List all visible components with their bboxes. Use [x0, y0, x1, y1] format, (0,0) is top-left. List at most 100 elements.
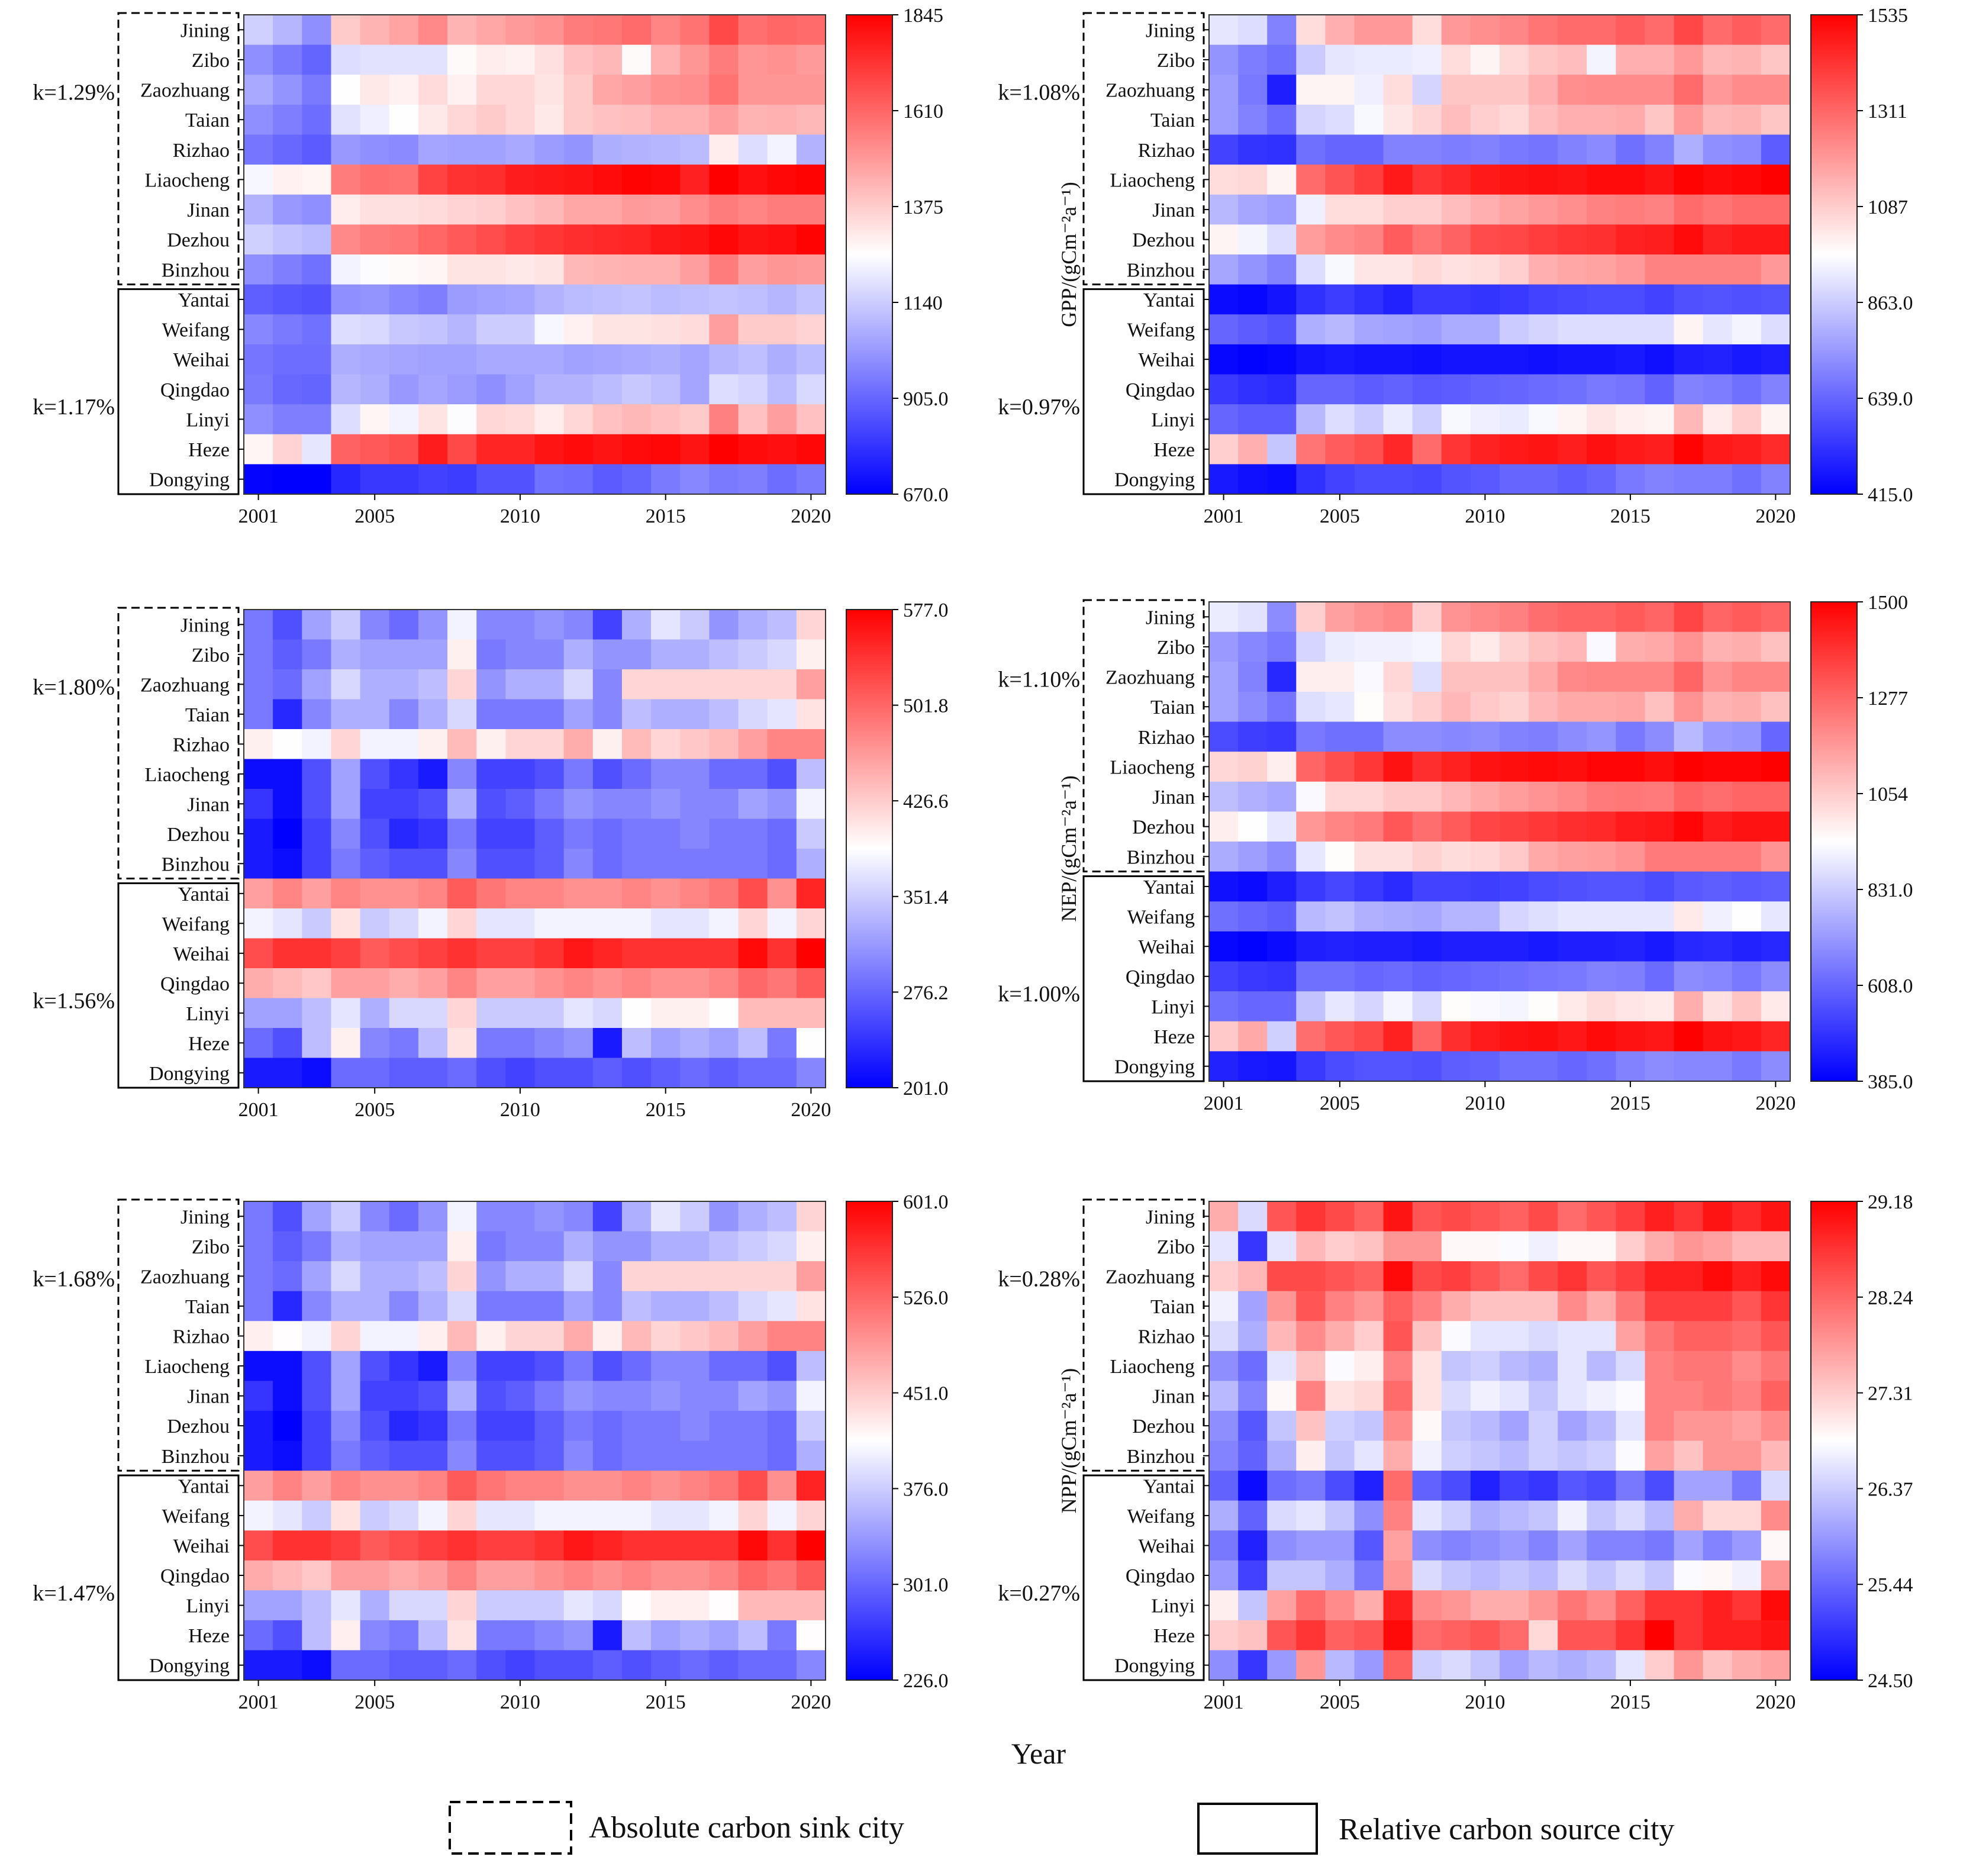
heatmap-cell [621, 699, 652, 730]
heatmap-cell [302, 1201, 332, 1232]
city-label: Yantai [178, 884, 230, 905]
heatmap-cell [680, 1530, 710, 1561]
heatmap-cell [1296, 662, 1326, 692]
heatmap-cell [1441, 314, 1471, 345]
heatmap-cell [1383, 104, 1413, 136]
heatmap-cell [592, 194, 623, 225]
heatmap-cell [621, 1620, 652, 1651]
city-label: Zaozhuang [1105, 667, 1195, 689]
heatmap-cell [1267, 314, 1297, 345]
heatmap-cell [709, 759, 739, 789]
heatmap-cell [331, 75, 361, 105]
heatmap-cell [360, 1201, 390, 1232]
heatmap-cell [273, 134, 302, 165]
city-label: Dezhou [1132, 230, 1195, 252]
k-source-label: k=0.97% [998, 395, 1080, 420]
heatmap-cell [1354, 1560, 1384, 1591]
heatmap-cell [244, 968, 273, 999]
x-tick-label: 2001 [238, 1691, 279, 1713]
heatmap-cell [1325, 602, 1355, 633]
heatmap-cell [418, 1231, 448, 1262]
heatmap-cell [1383, 1440, 1413, 1471]
heatmap-cell [1354, 104, 1384, 136]
colorbar-tick-label: 670.0 [903, 484, 949, 506]
heatmap-cell [592, 1261, 623, 1292]
heatmap-cell [331, 1410, 361, 1442]
heatmap-cell [1645, 781, 1675, 812]
k-sink-label: k=1.08% [998, 80, 1080, 105]
heatmap-cell [1529, 194, 1558, 225]
heatmap-cell [302, 1058, 332, 1088]
heatmap-cell [534, 789, 565, 820]
heatmap-cell [331, 938, 361, 969]
heatmap-cell [1500, 104, 1529, 136]
heatmap-cell [738, 134, 768, 165]
heatmap-cell [360, 639, 390, 670]
heatmap-cell [1238, 1291, 1268, 1321]
heatmap-cell [621, 134, 652, 165]
heatmap-cell [1470, 254, 1500, 285]
heatmap-cell [1645, 464, 1675, 495]
heatmap-cell [1645, 721, 1675, 752]
heatmap-cell [1674, 871, 1704, 902]
heatmap-cell [1238, 752, 1268, 782]
heatmap-cell [1383, 404, 1413, 435]
heatmap-cell [1529, 15, 1558, 46]
heatmap-cell [592, 669, 623, 700]
heatmap-cell [651, 314, 681, 345]
heatmap-cell [1470, 1471, 1500, 1501]
heatmap-cell [1616, 991, 1646, 1022]
heatmap-cell [621, 1440, 652, 1471]
city-label: Binzhou [162, 1446, 230, 1468]
heatmap-cell [1500, 254, 1529, 285]
heatmap-cell [476, 1291, 506, 1321]
heatmap-cell [389, 15, 419, 46]
heatmap-cell [796, 165, 826, 195]
heatmap-cell [709, 878, 739, 909]
heatmap-cell [796, 729, 826, 760]
heatmap-cell [1761, 1201, 1791, 1232]
city-label: Linyi [186, 1003, 230, 1025]
heatmap-cell [796, 344, 826, 375]
heatmap-cell [1238, 284, 1268, 315]
colorbar [846, 609, 893, 1088]
heatmap-cell [1500, 961, 1529, 992]
heatmap-cell [1645, 1410, 1675, 1442]
city-label: Weihai [173, 1536, 230, 1558]
heatmap-cell [592, 464, 623, 495]
heatmap-cell [680, 849, 710, 879]
heatmap-cell [738, 1381, 768, 1411]
heatmap-cell [273, 314, 302, 345]
heatmap-cell [1354, 1201, 1384, 1232]
heatmap-cell [1441, 931, 1471, 962]
heatmap-cell [1209, 991, 1239, 1022]
heatmap-cell [1325, 662, 1355, 692]
city-label: Yantai [178, 1475, 230, 1497]
heatmap-cell [592, 1058, 623, 1088]
heatmap-cell [273, 1261, 302, 1292]
heatmap-cell [1732, 1051, 1762, 1082]
heatmap-cell [418, 849, 448, 879]
heatmap-cell [738, 998, 768, 1029]
heatmap-cell [1587, 1381, 1616, 1411]
heatmap-cell [1238, 434, 1268, 465]
heatmap-cell [389, 1058, 419, 1088]
heatmap-cell [1703, 1321, 1733, 1352]
heatmap-cell [1616, 691, 1646, 723]
heatmap-cell [1267, 1201, 1297, 1232]
heatmap-cell [1616, 1231, 1646, 1262]
heatmap-cell [1616, 1350, 1646, 1381]
heatmap-cell [1674, 662, 1704, 692]
heatmap-cell [447, 998, 477, 1029]
heatmap-cell [302, 104, 332, 136]
heatmap-cell [1354, 344, 1384, 375]
heatmap-cell [273, 224, 302, 255]
heatmap-cell [767, 1590, 797, 1621]
heatmap-cell [709, 669, 739, 700]
heatmap-cell [1470, 1500, 1500, 1531]
heatmap-cell [534, 344, 565, 375]
heatmap-cell [1500, 1620, 1529, 1651]
heatmap-cell [680, 1620, 710, 1651]
heatmap-cell [302, 1381, 332, 1411]
heatmap-cell [273, 165, 302, 195]
